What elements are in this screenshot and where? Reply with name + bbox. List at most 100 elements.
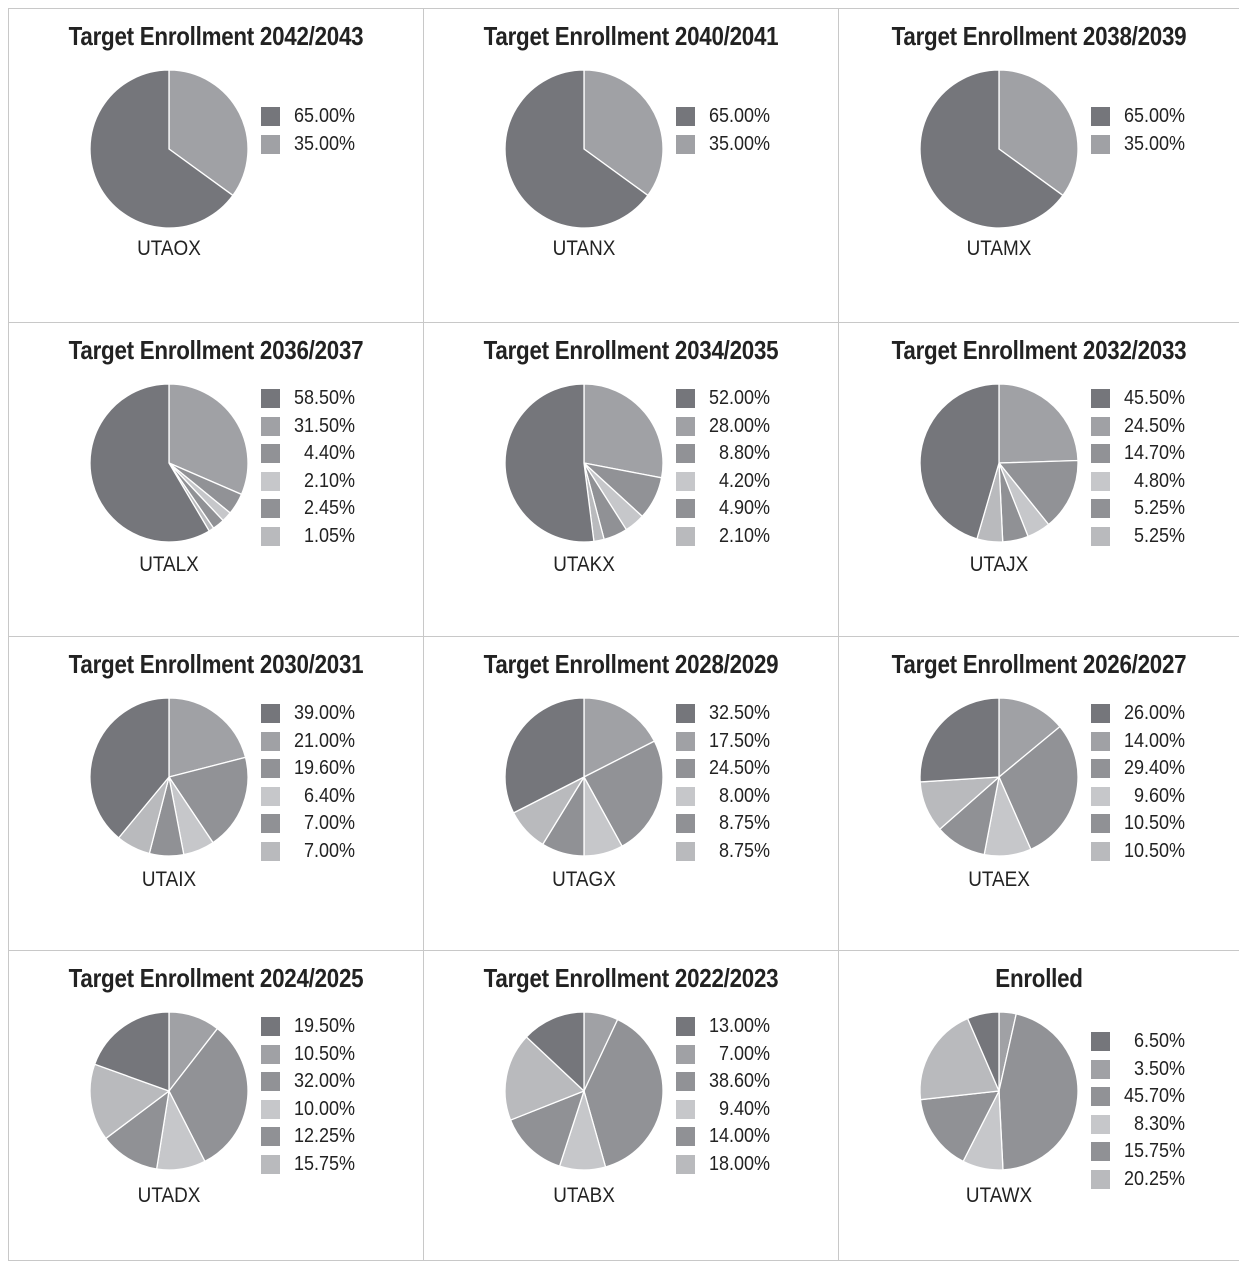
- pie-slice: [504, 697, 585, 814]
- pie-slice: [919, 697, 1000, 783]
- legend-label: 35.00%: [1123, 132, 1185, 155]
- legend-label: 7.00%: [718, 1042, 770, 1065]
- chart-title: Target Enrollment 2038/2039: [891, 21, 1187, 51]
- legend-swatch: [261, 1099, 280, 1119]
- legend-swatch: [1091, 786, 1110, 806]
- pie-slice: [168, 383, 249, 496]
- legend-swatch: [261, 759, 280, 778]
- pie-chart: [919, 69, 1079, 229]
- fund-label: UTADX: [137, 1184, 201, 1207]
- pie-slice: [104, 1089, 170, 1170]
- legend-swatch: [1091, 1087, 1110, 1106]
- legend-label: 31.50%: [293, 414, 355, 437]
- chart-title: Target Enrollment 2042/2043: [68, 21, 364, 51]
- chart-title: Target Enrollment 2036/2037: [68, 335, 364, 365]
- pie-slice: [504, 383, 595, 543]
- chart-title: Target Enrollment 2034/2035: [483, 335, 779, 365]
- legend-swatch: [676, 1072, 695, 1091]
- legend-label: 10.50%: [293, 1042, 355, 1065]
- legend-swatch: [676, 841, 695, 861]
- pie-chart: [89, 697, 249, 857]
- legend-swatch: [676, 107, 695, 126]
- legend-swatch: [261, 526, 280, 546]
- legend-label: 58.50%: [293, 387, 355, 409]
- legend-swatch: [1091, 759, 1110, 778]
- pie-chart: [504, 69, 664, 229]
- legend-swatch: [1091, 1032, 1110, 1051]
- legend-label: 4.40%: [303, 442, 355, 464]
- pie-slice: [89, 697, 170, 839]
- legend-swatch: [1091, 444, 1110, 463]
- legend-label: 39.00%: [293, 702, 355, 724]
- legend-label: 10.00%: [293, 1097, 355, 1120]
- fund-label: UTAIX: [141, 868, 197, 891]
- legend-label: 8.75%: [718, 839, 770, 862]
- legend-swatch: [261, 1127, 280, 1146]
- legend-swatch: [1091, 1169, 1110, 1189]
- chart-title: Target Enrollment 2024/2025: [68, 963, 364, 993]
- legend-swatch: [1091, 107, 1110, 126]
- legend-swatch: [261, 786, 280, 806]
- legend-label: 32.00%: [293, 1070, 355, 1092]
- legend-label: 8.30%: [1133, 1112, 1185, 1135]
- legend-swatch: [676, 704, 695, 723]
- pie-chart-grid: Target Enrollment 2042/2043 UTAOX 65.00%…: [8, 8, 1239, 1261]
- pie-slice: [966, 1011, 1000, 1092]
- pie-slice: [583, 1018, 664, 1168]
- legend-swatch: [261, 134, 280, 154]
- pie-slice: [168, 69, 249, 197]
- legend-label: 8.75%: [718, 812, 770, 834]
- chart-title: Target Enrollment 2026/2027: [891, 649, 1187, 679]
- pie-chart: [504, 697, 664, 857]
- legend-swatch: [676, 1044, 695, 1064]
- fund-label: UTAEX: [968, 868, 1030, 891]
- chart-panel: Target Enrollment 2036/2037 UTALX 58.50%…: [9, 323, 424, 637]
- pie-chart: [919, 383, 1079, 543]
- chart-title: Target Enrollment 2030/2031: [68, 649, 364, 679]
- legend-label: 6.40%: [303, 784, 355, 807]
- legend-label: 14.00%: [1123, 729, 1185, 752]
- chart-panel: Target Enrollment 2040/2041 UTANX 65.00%…: [424, 9, 839, 323]
- legend-label: 15.75%: [293, 1152, 355, 1175]
- legend-label: 35.00%: [708, 132, 770, 155]
- legend-label: 14.00%: [708, 1125, 770, 1147]
- chart-panel: Target Enrollment 2042/2043 UTAOX 65.00%…: [9, 9, 424, 323]
- legend-label: 24.50%: [1123, 414, 1185, 437]
- legend-label: 32.50%: [708, 702, 770, 724]
- legend-swatch: [676, 1017, 695, 1036]
- chart-title: Target Enrollment 2040/2041: [483, 21, 779, 51]
- legend-swatch: [261, 1154, 280, 1174]
- legend-swatch: [676, 1127, 695, 1146]
- legend-swatch: [261, 1017, 280, 1036]
- legend-swatch: [676, 1154, 695, 1174]
- legend-swatch: [261, 704, 280, 723]
- legend-swatch: [1091, 704, 1110, 723]
- chart-panel: Target Enrollment 2022/2023 UTABX 13.00%…: [424, 951, 839, 1261]
- pie-slice: [919, 1090, 1001, 1163]
- legend-label: 6.50%: [1133, 1030, 1185, 1052]
- legend-swatch: [261, 444, 280, 463]
- chart-title: Target Enrollment 2032/2033: [891, 335, 1187, 365]
- pie-slice: [583, 383, 664, 479]
- chart-panel: Target Enrollment 2038/2039 UTAMX 65.00%…: [839, 9, 1239, 323]
- legend-label: 38.60%: [708, 1070, 770, 1092]
- legend-label: 5.25%: [1133, 497, 1185, 519]
- legend-swatch: [1091, 389, 1110, 408]
- pie-chart: [89, 1011, 249, 1171]
- legend-label: 2.10%: [303, 469, 355, 492]
- pie-slice: [525, 1011, 585, 1093]
- pie-slice: [583, 697, 656, 779]
- fund-label: UTALX: [139, 553, 199, 576]
- legend-label: 20.25%: [1123, 1167, 1185, 1190]
- pie-slice: [997, 459, 1079, 526]
- legend-label: 15.75%: [1123, 1140, 1185, 1162]
- legend-swatch: [1091, 814, 1110, 833]
- pie-slice: [168, 1027, 249, 1163]
- legend-swatch: [676, 416, 695, 436]
- pie-slice: [89, 1063, 171, 1140]
- legend-swatch: [676, 786, 695, 806]
- pie-slice: [93, 1011, 170, 1092]
- pie-slice: [919, 383, 1000, 540]
- legend-label: 29.40%: [1123, 757, 1185, 779]
- legend-swatch: [261, 814, 280, 833]
